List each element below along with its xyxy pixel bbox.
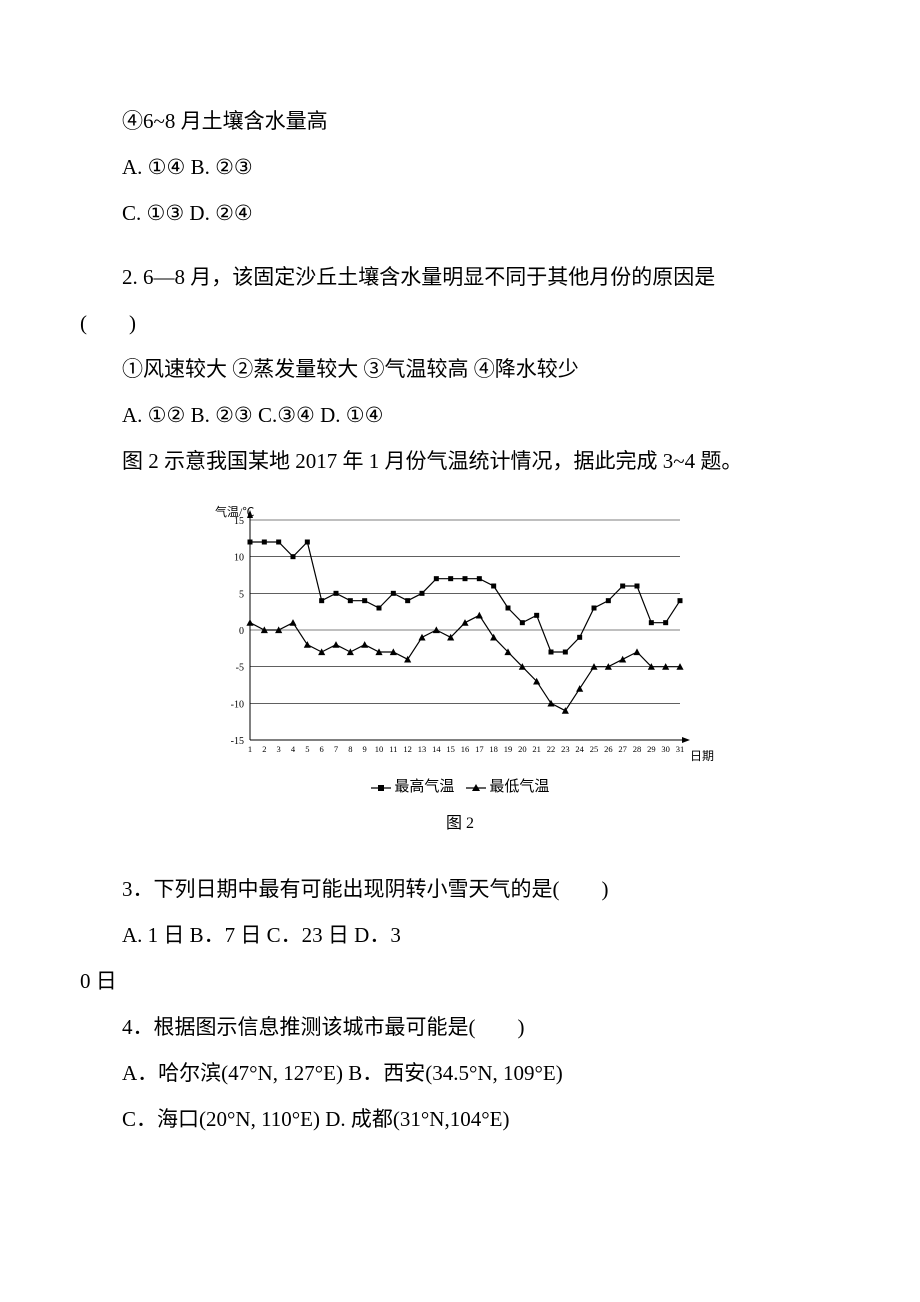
svg-text:日期: 日期 bbox=[690, 749, 714, 763]
figure-intro: 图 2 示意我国某地 2017 年 1 月份气温统计情况，据此完成 3~4 题。 bbox=[80, 440, 840, 482]
chart-svg: 气温/℃日期-15-10-505101512345678910111213141… bbox=[200, 500, 720, 770]
svg-text:29: 29 bbox=[647, 744, 656, 754]
answer-options: C. ①③ D. ②④ bbox=[80, 192, 840, 234]
svg-text:2: 2 bbox=[262, 744, 266, 754]
option-text: ④6~8 月土壤含水量高 bbox=[80, 100, 840, 142]
answer-options: A．哈尔滨(47°N, 127°E) B．西安(34.5°N, 109°E) bbox=[80, 1052, 840, 1094]
svg-text:15: 15 bbox=[446, 744, 455, 754]
blank-line bbox=[80, 850, 840, 868]
svg-text:3: 3 bbox=[277, 744, 281, 754]
answer-options: A. ①④ B. ②③ bbox=[80, 146, 840, 188]
svg-text:5: 5 bbox=[239, 589, 244, 600]
svg-text:28: 28 bbox=[633, 744, 642, 754]
svg-text:27: 27 bbox=[618, 744, 627, 754]
svg-text:30: 30 bbox=[661, 744, 670, 754]
question-paren: ( ) bbox=[80, 302, 840, 344]
svg-text:12: 12 bbox=[403, 744, 412, 754]
svg-text:-10: -10 bbox=[231, 699, 244, 710]
svg-text:24: 24 bbox=[575, 744, 584, 754]
svg-text:4: 4 bbox=[291, 744, 296, 754]
svg-text:6: 6 bbox=[320, 744, 324, 754]
svg-text:1: 1 bbox=[248, 744, 252, 754]
answer-options: A. ①② B. ②③ C.③④ D. ①④ bbox=[80, 394, 840, 436]
chart-legend: 最高气温 最低气温 bbox=[200, 772, 720, 802]
svg-text:16: 16 bbox=[461, 744, 470, 754]
svg-text:0: 0 bbox=[239, 626, 244, 637]
svg-text:19: 19 bbox=[504, 744, 513, 754]
svg-text:-5: -5 bbox=[236, 663, 244, 674]
legend-high-marker bbox=[371, 783, 391, 793]
answer-options: C．海口(20°N, 110°E) D. 成都(31°N,104°E) bbox=[80, 1098, 840, 1140]
legend-low-label: 最低气温 bbox=[489, 779, 549, 795]
temperature-chart: 气温/℃日期-15-10-505101512345678910111213141… bbox=[200, 500, 720, 840]
legend-low-marker bbox=[466, 783, 486, 793]
svg-text:14: 14 bbox=[432, 744, 441, 754]
svg-text:9: 9 bbox=[363, 744, 367, 754]
svg-text:8: 8 bbox=[348, 744, 352, 754]
svg-text:23: 23 bbox=[561, 744, 570, 754]
question-text: 3．下列日期中最有可能出现阴转小雪天气的是( ) bbox=[80, 868, 840, 910]
svg-text:26: 26 bbox=[604, 744, 613, 754]
answer-options: A. 1 日 B．7 日 C．23 日 D．3 bbox=[80, 914, 840, 956]
svg-text:31: 31 bbox=[676, 744, 685, 754]
chart-caption: 图 2 bbox=[200, 808, 720, 840]
svg-text:20: 20 bbox=[518, 744, 527, 754]
svg-text:7: 7 bbox=[334, 744, 338, 754]
svg-text:5: 5 bbox=[305, 744, 309, 754]
svg-text:18: 18 bbox=[489, 744, 498, 754]
svg-text:21: 21 bbox=[532, 744, 541, 754]
svg-text:13: 13 bbox=[418, 744, 427, 754]
svg-text:25: 25 bbox=[590, 744, 599, 754]
blank-line bbox=[80, 238, 840, 256]
legend-high-label: 最高气温 bbox=[394, 779, 454, 795]
question-text: 4．根据图示信息推测该城市最可能是( ) bbox=[80, 1006, 840, 1048]
svg-text:15: 15 bbox=[234, 516, 244, 527]
option-text: ①风速较大 ②蒸发量较大 ③气温较高 ④降水较少 bbox=[80, 348, 840, 390]
svg-text:17: 17 bbox=[475, 744, 484, 754]
question-text: 2. 6—8 月，该固定沙丘土壤含水量明显不同于其他月份的原因是 bbox=[80, 256, 840, 298]
svg-text:10: 10 bbox=[234, 553, 244, 564]
svg-text:-15: -15 bbox=[231, 736, 244, 747]
answer-options-cont: 0 日 bbox=[80, 960, 840, 1002]
svg-text:10: 10 bbox=[375, 744, 384, 754]
svg-text:22: 22 bbox=[547, 744, 556, 754]
svg-text:11: 11 bbox=[389, 744, 397, 754]
